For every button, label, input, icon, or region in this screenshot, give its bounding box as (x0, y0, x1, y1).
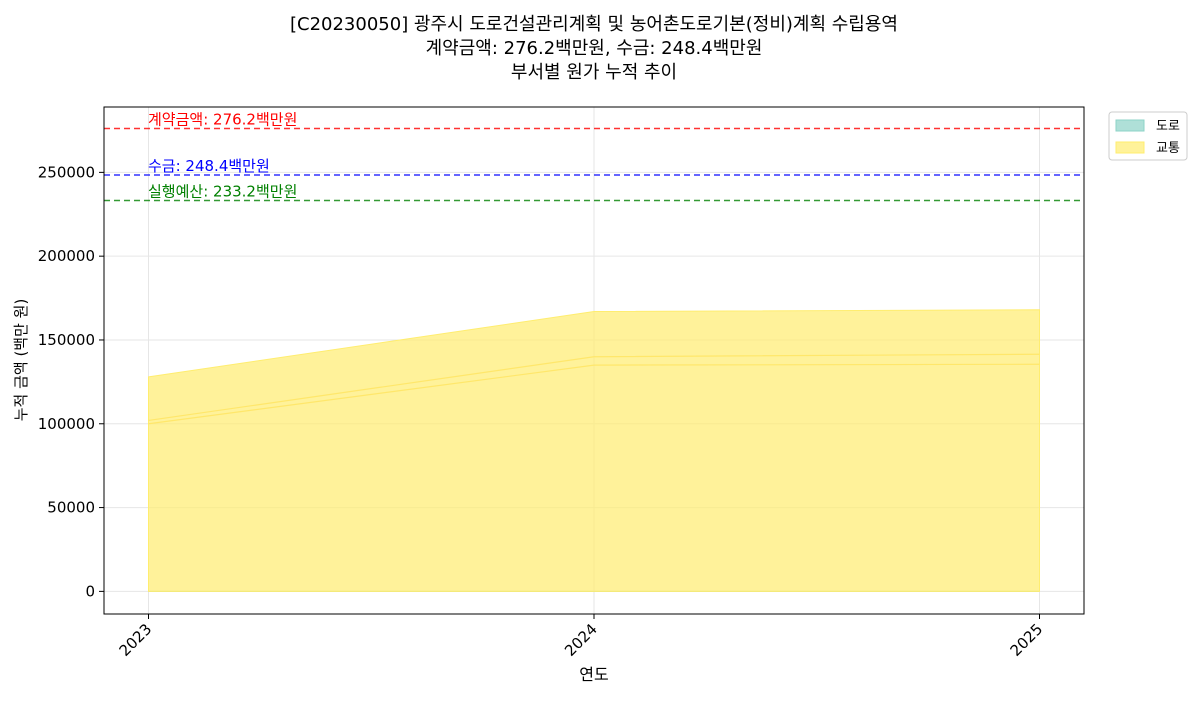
y-tick-label: 50000 (47, 499, 95, 517)
area-inner-line (148, 363, 1040, 425)
chart-subtitle-2: 부서별 원가 누적 추이 (511, 62, 677, 83)
y-tick-label: 250000 (38, 163, 95, 181)
axes: 0 50000 100000 150000 200000 250000 2023 2024 20… (38, 163, 1047, 659)
x-tick-label: 2023 (116, 620, 156, 660)
y-tick-label: 100000 (38, 415, 95, 433)
y-tick-label: 200000 (38, 247, 95, 265)
chart-title: [C20230050] 광주시 도로건설관리계획 및 농어촌도로기본(정비)계획… (290, 14, 898, 35)
reference-line-label: 수금: 248.4백만원 (148, 157, 270, 175)
area-inner-line (148, 353, 1040, 422)
area-series (148, 309, 1040, 592)
x-axis-label: 연도 (579, 665, 608, 684)
y-tick-label: 150000 (38, 331, 95, 349)
y-axis-label: 누적 금액 (백만 원) (12, 299, 30, 422)
x-tick-label: 2024 (561, 620, 601, 660)
legend-swatch (1115, 141, 1145, 154)
legend-swatch (1115, 119, 1145, 132)
area-교통 (148, 309, 1040, 592)
legend-label: 교통 (1156, 141, 1180, 156)
legend-label: 도로 (1156, 119, 1180, 134)
reference-line-label: 계약금액: 276.2백만원 (148, 110, 297, 128)
y-tick-label: 0 (85, 582, 95, 600)
chart-title-group: [C20230050] 광주시 도로건설관리계획 및 농어촌도로기본(정비)계획… (290, 14, 898, 83)
reference-line-label: 실행예산: 233.2백만원 (148, 183, 297, 201)
x-tick-label: 2025 (1007, 620, 1047, 660)
chart-subtitle: 계약금액: 276.2백만원, 수금: 248.4백만원 (426, 38, 763, 59)
